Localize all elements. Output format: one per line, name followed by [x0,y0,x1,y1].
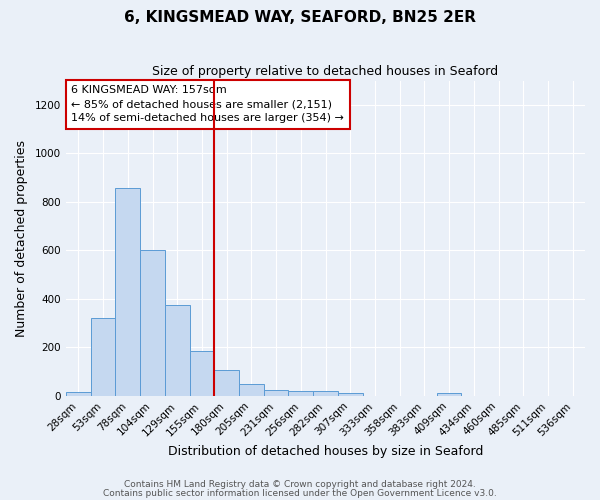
Bar [289,392,313,396]
Bar [437,394,461,396]
Bar [214,370,239,396]
Bar [190,351,214,396]
Bar [115,188,140,396]
Bar [140,250,165,396]
Bar [313,390,338,396]
Bar [239,384,264,396]
Text: Contains public sector information licensed under the Open Government Licence v3: Contains public sector information licen… [103,490,497,498]
Bar [338,393,362,396]
Text: 6 KINGSMEAD WAY: 157sqm
← 85% of detached houses are smaller (2,151)
14% of semi: 6 KINGSMEAD WAY: 157sqm ← 85% of detache… [71,86,344,124]
Title: Size of property relative to detached houses in Seaford: Size of property relative to detached ho… [152,65,499,78]
Text: 6, KINGSMEAD WAY, SEAFORD, BN25 2ER: 6, KINGSMEAD WAY, SEAFORD, BN25 2ER [124,10,476,25]
Bar [165,305,190,396]
Y-axis label: Number of detached properties: Number of detached properties [15,140,28,336]
Text: Contains HM Land Registry data © Crown copyright and database right 2024.: Contains HM Land Registry data © Crown c… [124,480,476,489]
X-axis label: Distribution of detached houses by size in Seaford: Distribution of detached houses by size … [168,444,483,458]
Bar [264,390,289,396]
Bar [66,392,91,396]
Bar [91,318,115,396]
